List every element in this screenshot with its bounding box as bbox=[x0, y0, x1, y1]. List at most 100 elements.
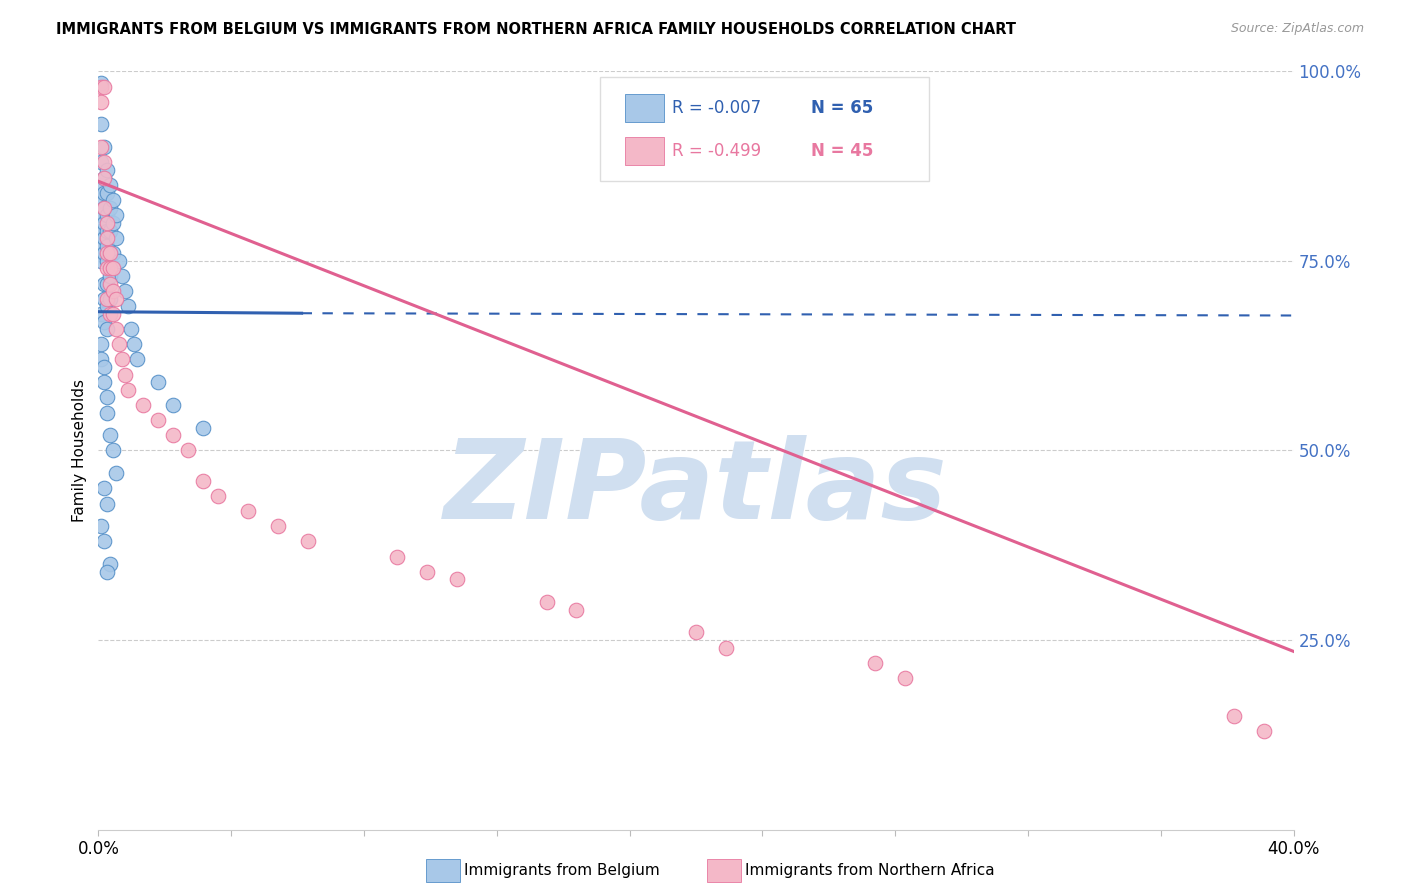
Point bbox=[114, 368, 136, 382]
Point bbox=[96, 496, 118, 510]
Point bbox=[96, 209, 118, 223]
Point bbox=[162, 428, 184, 442]
Point bbox=[96, 223, 118, 237]
Point bbox=[105, 292, 128, 306]
Point bbox=[446, 573, 468, 587]
Point bbox=[90, 155, 112, 169]
Point bbox=[98, 246, 122, 260]
Point bbox=[98, 428, 122, 442]
Point bbox=[103, 246, 125, 260]
Point bbox=[105, 467, 128, 481]
FancyBboxPatch shape bbox=[626, 95, 664, 122]
Point bbox=[90, 117, 112, 131]
Point bbox=[111, 352, 134, 367]
Point bbox=[96, 186, 118, 200]
Point bbox=[111, 269, 134, 284]
Point bbox=[93, 140, 115, 154]
Point bbox=[536, 595, 558, 609]
Point bbox=[132, 398, 155, 412]
Point bbox=[98, 178, 122, 193]
Point bbox=[93, 155, 115, 169]
Text: IMMIGRANTS FROM BELGIUM VS IMMIGRANTS FROM NORTHERN AFRICA FAMILY HOUSEHOLDS COR: IMMIGRANTS FROM BELGIUM VS IMMIGRANTS FR… bbox=[56, 22, 1017, 37]
Point bbox=[148, 376, 170, 390]
Point bbox=[117, 300, 139, 314]
Point bbox=[127, 352, 149, 367]
Point bbox=[90, 223, 112, 237]
Point bbox=[96, 292, 118, 306]
Point bbox=[385, 549, 409, 564]
Point bbox=[108, 337, 131, 351]
Point bbox=[1223, 708, 1246, 723]
Point bbox=[96, 216, 118, 230]
Point bbox=[108, 253, 131, 268]
Point bbox=[96, 405, 118, 420]
Point bbox=[685, 625, 707, 640]
Point bbox=[98, 246, 122, 260]
Point bbox=[90, 337, 112, 351]
Point bbox=[124, 337, 146, 351]
Point bbox=[93, 482, 115, 496]
Point bbox=[103, 216, 125, 230]
Point bbox=[148, 413, 170, 427]
FancyBboxPatch shape bbox=[626, 137, 664, 165]
Point bbox=[865, 656, 887, 670]
Point bbox=[114, 285, 136, 299]
Point bbox=[103, 194, 125, 208]
Point bbox=[93, 170, 115, 185]
Point bbox=[96, 231, 118, 245]
Point bbox=[103, 285, 125, 299]
Point bbox=[93, 359, 115, 375]
Point bbox=[96, 565, 118, 579]
Point bbox=[98, 201, 122, 215]
Point bbox=[96, 391, 118, 405]
Text: ZIPatlas: ZIPatlas bbox=[444, 435, 948, 541]
Point bbox=[103, 307, 125, 321]
Point bbox=[90, 352, 112, 367]
Point bbox=[90, 209, 112, 223]
Point bbox=[98, 223, 122, 237]
Point bbox=[98, 557, 122, 572]
Point bbox=[714, 640, 737, 655]
Point bbox=[93, 534, 115, 549]
Text: R = -0.499: R = -0.499 bbox=[672, 142, 761, 160]
Point bbox=[96, 163, 118, 178]
Point bbox=[93, 314, 115, 328]
Point bbox=[297, 534, 319, 549]
Point bbox=[90, 76, 112, 90]
Point bbox=[93, 79, 115, 94]
Text: N = 45: N = 45 bbox=[811, 142, 873, 160]
Point bbox=[90, 194, 112, 208]
Point bbox=[120, 322, 142, 336]
Point bbox=[416, 565, 439, 579]
Point bbox=[267, 519, 290, 533]
Point bbox=[105, 231, 128, 245]
Point bbox=[105, 322, 128, 336]
Text: Immigrants from Northern Africa: Immigrants from Northern Africa bbox=[745, 863, 995, 878]
Point bbox=[90, 79, 112, 94]
Point bbox=[90, 307, 112, 321]
Point bbox=[177, 443, 200, 458]
Point bbox=[90, 178, 112, 193]
Point bbox=[90, 253, 112, 268]
Point bbox=[96, 322, 118, 336]
Point bbox=[191, 474, 214, 488]
Point bbox=[93, 292, 115, 306]
Point bbox=[103, 261, 125, 276]
Point bbox=[103, 443, 125, 458]
Point bbox=[96, 277, 118, 291]
Point bbox=[93, 277, 115, 291]
Text: Source: ZipAtlas.com: Source: ZipAtlas.com bbox=[1230, 22, 1364, 36]
Point bbox=[96, 246, 118, 260]
Point bbox=[96, 261, 118, 276]
Point bbox=[105, 209, 128, 223]
Point bbox=[90, 519, 112, 533]
Text: Immigrants from Belgium: Immigrants from Belgium bbox=[464, 863, 659, 878]
Point bbox=[894, 671, 917, 685]
Point bbox=[96, 300, 118, 314]
Point bbox=[1253, 724, 1275, 739]
Point bbox=[93, 201, 115, 215]
Point bbox=[90, 95, 112, 109]
Point bbox=[93, 246, 115, 260]
Point bbox=[93, 201, 115, 215]
Point bbox=[90, 238, 112, 253]
